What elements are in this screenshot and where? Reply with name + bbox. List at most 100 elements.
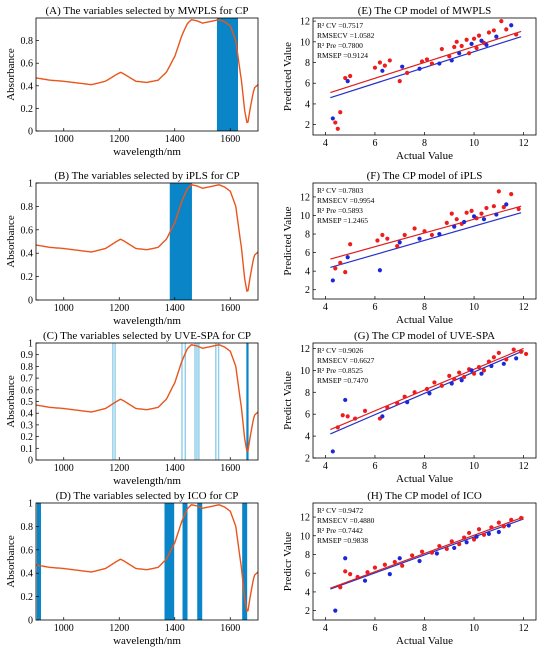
scatter-chart-1-point-calibration	[504, 27, 509, 32]
scatter-chart-7-point-calibration	[471, 537, 477, 542]
scatter-chart-1-point-calibration	[447, 54, 452, 59]
scatter-chart-5-xtick-label: 4	[323, 461, 328, 472]
spectrum-chart-0-selected-band	[216, 18, 239, 131]
spectrum-chart-4-spectrum-line	[36, 344, 258, 453]
scatter-chart-1-point-prediction	[484, 42, 489, 48]
spectrum-chart-4-ytick-label: 0.2	[21, 432, 34, 443]
scatter-chart-5-stat: RMSEP =0.7470	[317, 376, 368, 385]
scatter-chart-1-point-calibration	[452, 44, 457, 50]
scatter-chart-5-point-calibration	[471, 371, 477, 376]
scatter-chart-7-point-calibration	[400, 563, 405, 568]
scatter-chart-5-point-calibration	[385, 405, 390, 410]
spectrum-chart-6-ytick-label: 1	[28, 499, 33, 510]
scatter-chart-5-point-prediction	[343, 397, 348, 403]
scatter-chart-3-ytick-label: 8	[305, 230, 310, 241]
spectrum-chart-4-ylabel: Absorbance	[5, 375, 17, 428]
spectrum-chart-2-ytick-label: 0.4	[21, 249, 34, 260]
spectrum-chart-0-xtick-label: 1000	[54, 134, 74, 145]
scatter-chart-3-xtick-label: 4	[323, 302, 328, 313]
spectrum-chart-2-axes-frame	[35, 182, 259, 301]
spectrum-chart-6-axes-frame	[35, 502, 259, 621]
scatter-chart-1-point-prediction	[457, 51, 462, 56]
scatter-chart-7-point-prediction	[474, 534, 479, 539]
scatter-chart-7-point-calibration	[449, 539, 454, 544]
scatter-chart-7-ytick-label: 4	[305, 587, 310, 598]
scatter-chart-7-point-prediction	[486, 531, 492, 536]
scatter-chart-1-point-calibration	[491, 28, 496, 33]
scatter-chart-3-stat: RMSECV =0.9954	[317, 196, 375, 205]
spectrum-chart-4-ytick-label: 0.9	[21, 350, 34, 361]
spectrum-chart-0-ytick-label: 0.4	[21, 81, 34, 92]
scatter-chart-3-point-calibration	[479, 211, 484, 216]
spectrum-chart-6-ytick-label: 0.2	[21, 592, 34, 603]
spectrum-chart-4-xlabel: wavelength/nm	[113, 475, 181, 487]
scatter-chart-3-point-calibration	[343, 269, 348, 275]
scatter-chart-1-xtick-label: 4	[323, 138, 328, 149]
scatter-chart-3-point-prediction	[481, 217, 487, 222]
scatter-chart-5-ytick-label: 8	[305, 388, 310, 399]
spectrum-chart-4: 1000 1200 1400 160000.10.20.30.40.50.60.70.…	[5, 330, 259, 487]
scatter-chart-7-point-calibration	[392, 559, 397, 565]
spectrum-chart-6-selected-band	[197, 503, 203, 620]
spectrum-chart-2-spectrum-line	[36, 184, 258, 293]
scatter-chart-7-point-calibration	[437, 543, 442, 549]
spectrum-chart-2-ytick-label: 0	[28, 296, 33, 307]
scatter-chart-1-point-calibration	[499, 19, 504, 24]
scatter-chart-5-point-calibration	[432, 380, 437, 385]
spectrum-chart-6-ylabel: Absorbance	[5, 535, 17, 588]
scatter-chart-7-point-calibration	[457, 542, 462, 547]
scatter-chart-3-point-prediction	[437, 231, 442, 237]
spectrum-chart-0-xtick-label: 1200	[109, 134, 129, 145]
scatter-chart-1-point-prediction	[345, 79, 350, 84]
scatter-chart-5-point-calibration	[345, 414, 350, 419]
scatter-chart-7-point-calibration	[365, 570, 370, 575]
scatter-chart-1-ytick-label: 12	[300, 17, 310, 28]
scatter-chart-5-point-prediction	[469, 368, 474, 373]
scatter-chart-7-point-prediction	[496, 529, 501, 535]
scatter-chart-5-point-prediction	[489, 363, 494, 369]
spectrum-chart-4-selected-variable	[194, 343, 196, 460]
scatter-chart-1-point-calibration	[338, 110, 343, 115]
scatter-chart-5-point-prediction	[514, 356, 519, 361]
scatter-chart-3-point-calibration	[380, 232, 385, 238]
spectrum-chart-4-selected-variable	[215, 343, 217, 460]
scatter-chart-5-xtick-label: 6	[372, 461, 377, 472]
scatter-chart-7-stat: R² CV =0.9472	[317, 506, 363, 515]
scatter-chart-5-point-calibration	[439, 383, 444, 388]
scatter-chart-1-point-prediction	[437, 61, 442, 66]
scatter-chart-3-point-prediction	[494, 212, 499, 217]
scatter-chart-3-point-prediction	[377, 268, 382, 273]
scatter-chart-5-point-calibration	[504, 357, 509, 362]
spectrum-chart-6-selected-band	[164, 503, 175, 620]
scatter-chart-7-ylabel: Predicr Value	[282, 532, 294, 591]
scatter-chart-3-point-calibration	[402, 232, 407, 238]
spectrum-chart-2: 1000 1200 1400 1600 0 0.2 0.4 0.6 0.8 1 (B) The va…	[5, 170, 259, 327]
scatter-chart-1-ytick-label: 2	[305, 120, 310, 131]
spectrum-chart-0-axes-frame	[35, 17, 259, 132]
scatter-chart-3-point-prediction	[471, 214, 477, 219]
scatter-chart-7-point-prediction	[506, 523, 511, 528]
spectrum-chart-0-ytick-label: 0.6	[21, 59, 34, 70]
scatter-chart-1-point-calibration	[471, 36, 477, 41]
spectrum-chart-4-ytick-label: 0.7	[21, 374, 34, 385]
scatter-chart-5-point-calibration	[335, 425, 340, 430]
scatter-chart-3-point-prediction	[345, 255, 350, 260]
scatter-chart-1-point-prediction	[330, 116, 335, 121]
spectrum-chart-6-xtick-label: 1400	[165, 623, 185, 634]
spectrum-chart-0-ytick-label: 0.8	[21, 36, 34, 47]
scatter-chart-7-title: (H) The CP model of ICO	[367, 490, 482, 502]
scatter-chart-5-title: (G) The CP model of UVE-SPA	[354, 330, 495, 342]
scatter-chart-7-point-prediction	[464, 540, 469, 545]
scatter-chart-3-point-prediction	[452, 224, 457, 229]
scatter-chart-1-stat: R² CV =0.7517	[317, 21, 363, 30]
scatter-chart-3-fit-line-blue	[330, 212, 522, 269]
scatter-chart-7-point-calibration	[419, 549, 425, 554]
scatter-chart-3-point-calibration	[491, 204, 496, 209]
spectrum-chart-2-ytick-label: 0.8	[21, 202, 34, 213]
scatter-chart-5-point-prediction	[380, 414, 385, 419]
scatter-chart-1-point-calibration	[474, 45, 479, 51]
spectrum-chart-0-plot-area	[36, 18, 258, 131]
scatter-chart-1-point-prediction	[469, 41, 474, 46]
